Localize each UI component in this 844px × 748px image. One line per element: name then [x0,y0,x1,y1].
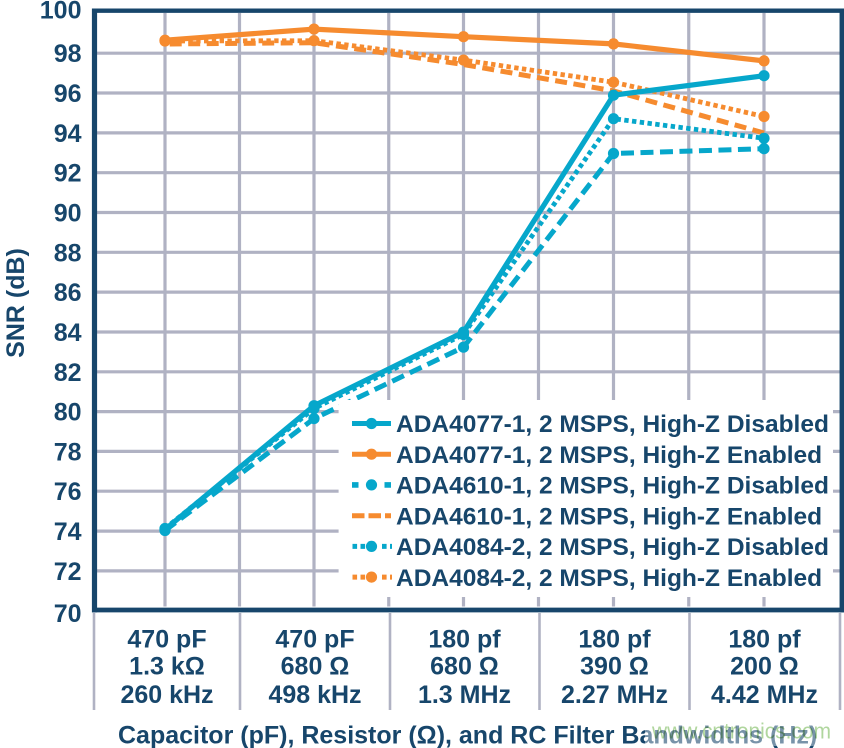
svg-text:74: 74 [54,518,82,546]
svg-text:80: 80 [54,399,82,427]
svg-text:498 kHz: 498 kHz [268,681,361,709]
svg-text:84: 84 [54,319,82,347]
svg-text:72: 72 [54,558,82,586]
svg-text:76: 76 [54,478,82,506]
svg-text:90: 90 [54,200,82,228]
svg-text:82: 82 [54,359,82,387]
svg-text:70: 70 [54,600,82,628]
svg-text:200 Ω: 200 Ω [730,653,799,681]
svg-text:470 pF: 470 pF [275,625,354,653]
svg-text:94: 94 [54,120,82,148]
svg-text:92: 92 [54,160,82,188]
svg-text:1.3 kΩ: 1.3 kΩ [129,653,205,681]
svg-text:260 kHz: 260 kHz [120,681,213,709]
svg-text:SNR (dB): SNR (dB) [2,248,30,358]
svg-text:88: 88 [54,239,82,267]
svg-text:2.27 MHz: 2.27 MHz [561,681,668,709]
svg-text:ADA4084-2, 2 MSPS, High-Z Disa: ADA4084-2, 2 MSPS, High-Z Disabled [396,534,829,561]
svg-text:ADA4077-1, 2 MSPS, High-Z Disa: ADA4077-1, 2 MSPS, High-Z Disabled [396,411,829,438]
svg-text:1.3 MHz: 1.3 MHz [418,681,511,709]
svg-text:180 pf: 180 pf [578,625,651,653]
svg-text:4.42 MHz: 4.42 MHz [711,681,818,709]
svg-text:Capacitor (pF), Resistor (Ω),: Capacitor (pF), Resistor (Ω), and RC Fil… [118,722,817,748]
svg-text:ADA4610-1, 2 MSPS, High-Z Disa: ADA4610-1, 2 MSPS, High-Z Disabled [396,473,829,500]
svg-text:180 pf: 180 pf [428,625,501,653]
svg-text:98: 98 [54,40,82,68]
svg-text:680 Ω: 680 Ω [430,653,499,681]
svg-text:86: 86 [54,279,82,307]
svg-text:ADA4084-2, 2 MSPS, High-Z Enab: ADA4084-2, 2 MSPS, High-Z Enabled [396,565,822,592]
svg-text:680 Ω: 680 Ω [281,653,350,681]
svg-text:470 pF: 470 pF [127,625,206,653]
svg-text:180 pf: 180 pf [728,625,801,653]
svg-text:390 Ω: 390 Ω [580,653,649,681]
svg-text:www.cntronics.com: www.cntronics.com [651,719,831,744]
svg-text:ADA4077-1, 2 MSPS, High-Z Enab: ADA4077-1, 2 MSPS, High-Z Enabled [396,442,822,469]
svg-text:100: 100 [40,0,82,25]
svg-text:96: 96 [54,80,82,108]
svg-text:78: 78 [54,438,82,466]
svg-text:ADA4610-1, 2 MSPS, High-Z Enab: ADA4610-1, 2 MSPS, High-Z Enabled [396,503,822,530]
